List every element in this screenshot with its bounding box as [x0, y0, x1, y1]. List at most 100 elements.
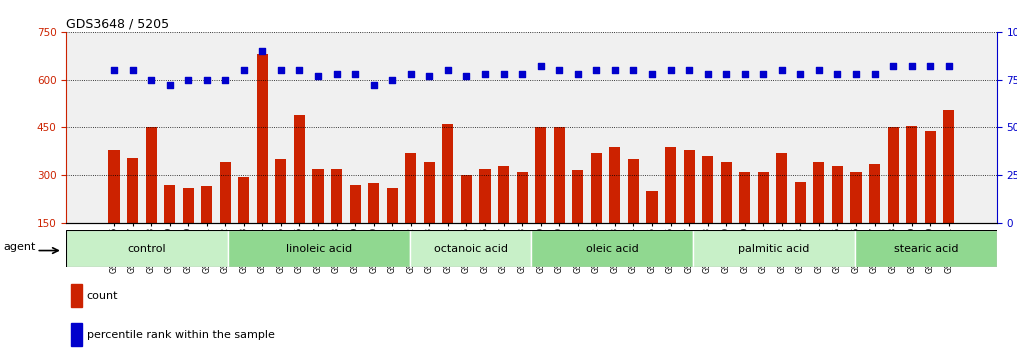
Text: linoleic acid: linoleic acid — [286, 244, 352, 254]
Point — [384, 77, 401, 82]
Bar — [164, 185, 175, 271]
Point — [792, 71, 809, 77]
Point — [477, 71, 493, 77]
Point — [495, 71, 512, 77]
Point — [681, 67, 698, 73]
Bar — [71, 284, 82, 307]
Point — [625, 67, 642, 73]
Point — [551, 67, 567, 73]
Text: stearic acid: stearic acid — [894, 244, 958, 254]
Bar — [479, 169, 490, 271]
Bar — [795, 182, 805, 271]
Bar — [694, 230, 855, 267]
Point — [236, 67, 252, 73]
Bar — [943, 110, 954, 271]
Bar — [627, 159, 639, 271]
Point — [459, 73, 475, 79]
Point — [662, 67, 678, 73]
Text: control: control — [128, 244, 167, 254]
Point — [162, 82, 178, 88]
Point — [811, 67, 827, 73]
Bar — [869, 164, 880, 271]
Bar — [350, 185, 361, 271]
Point — [310, 73, 326, 79]
Point — [885, 63, 901, 69]
Point — [143, 77, 160, 82]
Bar — [855, 230, 997, 267]
Bar — [71, 323, 82, 346]
Point — [124, 67, 140, 73]
Text: count: count — [86, 291, 118, 301]
Point — [514, 71, 530, 77]
Bar — [498, 166, 510, 271]
Point — [903, 63, 919, 69]
Bar — [517, 172, 528, 271]
Point — [533, 63, 549, 69]
Point — [866, 71, 883, 77]
Bar — [424, 162, 435, 271]
Bar — [832, 166, 843, 271]
Bar — [368, 183, 379, 271]
Point — [829, 71, 845, 77]
Bar — [183, 188, 194, 271]
Bar — [850, 172, 861, 271]
Point — [421, 73, 437, 79]
Point — [570, 71, 586, 77]
Bar — [228, 230, 410, 267]
Point — [774, 67, 790, 73]
Bar — [201, 186, 213, 271]
Point — [291, 67, 307, 73]
Bar — [238, 177, 249, 271]
Bar — [924, 131, 936, 271]
Bar — [294, 115, 305, 271]
Bar — [906, 126, 917, 271]
Point — [756, 71, 772, 77]
Bar — [553, 127, 564, 271]
Bar — [405, 153, 416, 271]
Text: octanoic acid: octanoic acid — [433, 244, 507, 254]
Bar — [683, 150, 695, 271]
Bar — [647, 191, 658, 271]
Bar — [276, 159, 287, 271]
Bar — [109, 150, 120, 271]
Point — [922, 63, 939, 69]
Bar — [609, 147, 620, 271]
Bar — [776, 153, 787, 271]
Bar — [573, 171, 584, 271]
Point — [718, 71, 734, 77]
Point — [365, 82, 381, 88]
Point — [700, 71, 716, 77]
Bar — [591, 153, 602, 271]
Bar — [410, 230, 531, 267]
Bar — [442, 124, 454, 271]
Point — [588, 67, 604, 73]
Point — [736, 71, 753, 77]
Point — [941, 63, 957, 69]
Bar — [721, 162, 732, 271]
Bar — [312, 169, 323, 271]
Bar — [665, 147, 676, 271]
Point — [254, 48, 271, 54]
Point — [347, 71, 363, 77]
Point — [180, 77, 196, 82]
Text: palmitic acid: palmitic acid — [738, 244, 810, 254]
Bar — [145, 127, 157, 271]
Bar — [535, 127, 546, 271]
Bar — [814, 162, 825, 271]
Point — [218, 77, 234, 82]
Text: percentile rank within the sample: percentile rank within the sample — [86, 330, 275, 339]
Point — [439, 67, 456, 73]
Point — [607, 67, 623, 73]
Point — [848, 71, 864, 77]
Point — [403, 71, 419, 77]
Point — [328, 71, 345, 77]
Point — [273, 67, 289, 73]
Bar — [758, 172, 769, 271]
Point — [106, 67, 122, 73]
Point — [198, 77, 215, 82]
Bar — [66, 230, 228, 267]
Text: agent: agent — [3, 242, 36, 252]
Text: GDS3648 / 5205: GDS3648 / 5205 — [66, 18, 169, 31]
Bar — [386, 188, 398, 271]
Bar — [888, 127, 899, 271]
